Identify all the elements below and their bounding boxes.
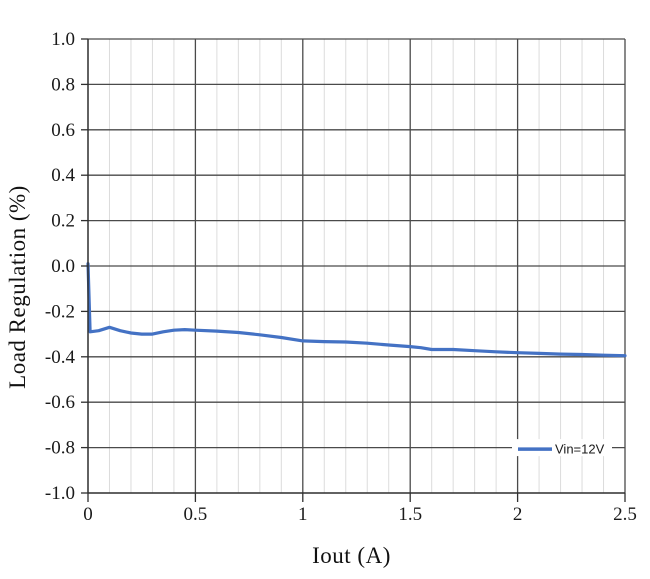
x-tick-label: 0.5 <box>184 504 208 525</box>
y-tick-label: -0.6 <box>45 392 75 413</box>
x-tick-label: 1 <box>298 504 308 525</box>
y-tick-label: -0.2 <box>45 301 75 322</box>
y-tick-label: 0.0 <box>51 256 75 277</box>
tick-labels: 1.0 0.8 0.6 0.4 0.2 0.0 -0.2 -0.4 -0.6 -0.8 -1.0 0 0… <box>45 29 637 525</box>
data-series <box>86 262 627 358</box>
y-axis-title: Load Regulation (%) <box>5 185 30 389</box>
x-tick-label: 2.5 <box>613 504 637 525</box>
y-tick-label: -0.4 <box>45 347 76 368</box>
major-gridlines <box>88 38 626 493</box>
legend: Vin=12V <box>512 439 612 457</box>
y-tick-label: 1.0 <box>51 29 75 50</box>
y-tick-label: -0.8 <box>45 438 75 459</box>
legend-label: Vin=12V <box>555 442 605 457</box>
series-line-vin12v <box>86 262 627 358</box>
y-tick-label: 0.4 <box>51 165 75 186</box>
y-tick-label: 0.6 <box>51 120 75 141</box>
x-tick-label: 2 <box>513 504 523 525</box>
x-axis-title: Iout (A) <box>312 543 391 568</box>
y-tick-label: 0.2 <box>51 211 75 232</box>
x-tick-label: 1.5 <box>398 504 422 525</box>
legend-background <box>512 439 612 457</box>
x-tick-label: 0 <box>83 504 93 525</box>
axes <box>81 38 626 502</box>
y-tick-label: 0.8 <box>51 74 75 95</box>
y-tick-label: -1.0 <box>45 483 75 504</box>
